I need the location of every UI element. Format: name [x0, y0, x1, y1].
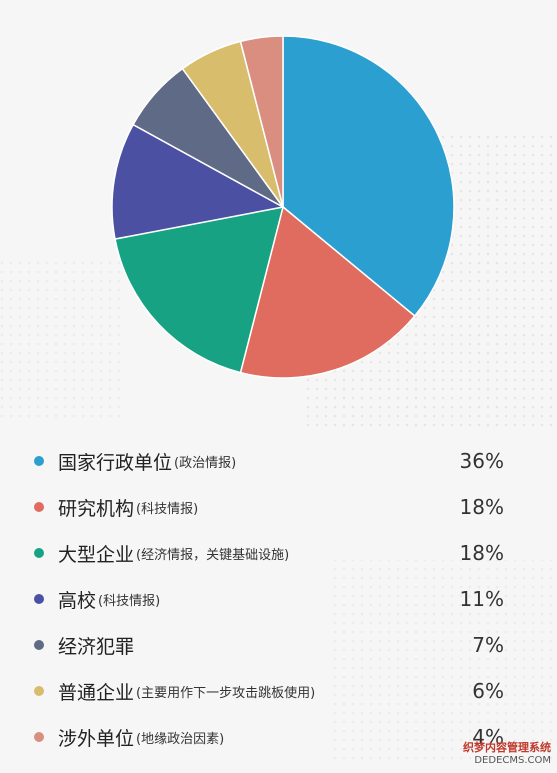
- legend-swatch: [34, 732, 44, 742]
- legend-label: 国家行政单位: [58, 451, 173, 474]
- legend-note: (地缘政治因素): [136, 731, 225, 747]
- legend-item: 涉外单位 (地缘政治因素) 4%: [34, 714, 514, 760]
- legend-label: 大型企业: [58, 543, 135, 566]
- legend-item: 普通企业 (主要用作下一步攻击跳板使用) 6%: [34, 668, 514, 714]
- pie-slice-1: [282, 35, 455, 318]
- legend-label: 研究机构: [58, 497, 135, 520]
- legend-percentage: 6%: [472, 679, 504, 703]
- legend-swatch: [34, 686, 44, 696]
- legend-swatch: [34, 502, 44, 512]
- legend-swatch: [34, 456, 44, 466]
- pie-slice-4: [111, 123, 286, 240]
- legend-percentage: 18%: [459, 495, 504, 519]
- legend-item: 经济犯罪 7%: [34, 622, 514, 668]
- legend-swatch: [34, 640, 44, 650]
- watermark-title: 织梦内容管理系统: [463, 741, 551, 754]
- legend-note: (科技情报): [136, 501, 199, 517]
- legend-label: 高校: [58, 589, 97, 612]
- watermark: 织梦内容管理系统 DEDECMS.COM: [463, 741, 551, 767]
- legend-note: (主要用作下一步攻击跳板使用): [136, 685, 316, 701]
- pie-slice-2: [239, 205, 416, 379]
- pie-slice-3: [114, 206, 285, 374]
- legend-item: 高校 (科技情报) 11%: [34, 576, 514, 622]
- legend-swatch: [34, 548, 44, 558]
- legend-note: (科技情报): [98, 593, 161, 609]
- legend-item: 国家行政单位 (政治情报) 36%: [34, 438, 514, 484]
- legend-item: 研究机构 (科技情报) 18%: [34, 484, 514, 530]
- legend-percentage: 4%: [472, 725, 504, 749]
- chart-legend: 国家行政单位 (政治情报) 36% 研究机构 (科技情报) 18% 大型企业 (经济情报，关键…: [34, 438, 514, 760]
- legend-percentage: 7%: [472, 633, 504, 657]
- legend-percentage: 11%: [459, 587, 504, 611]
- legend-label: 经济犯罪: [58, 635, 135, 658]
- watermark-domain: DEDECMS.COM: [474, 755, 551, 766]
- legend-swatch: [34, 594, 44, 604]
- legend-note: (政治情报): [174, 455, 237, 471]
- legend-percentage: 18%: [459, 541, 504, 565]
- legend-percentage: 36%: [459, 449, 504, 473]
- pie-chart: [111, 35, 455, 379]
- legend-note: (经济情报，关键基础设施): [136, 547, 290, 563]
- legend-label: 涉外单位: [58, 727, 135, 750]
- legend-label: 普通企业: [58, 681, 135, 704]
- legend-item: 大型企业 (经济情报，关键基础设施) 18%: [34, 530, 514, 576]
- pie-slice-7: [239, 35, 284, 208]
